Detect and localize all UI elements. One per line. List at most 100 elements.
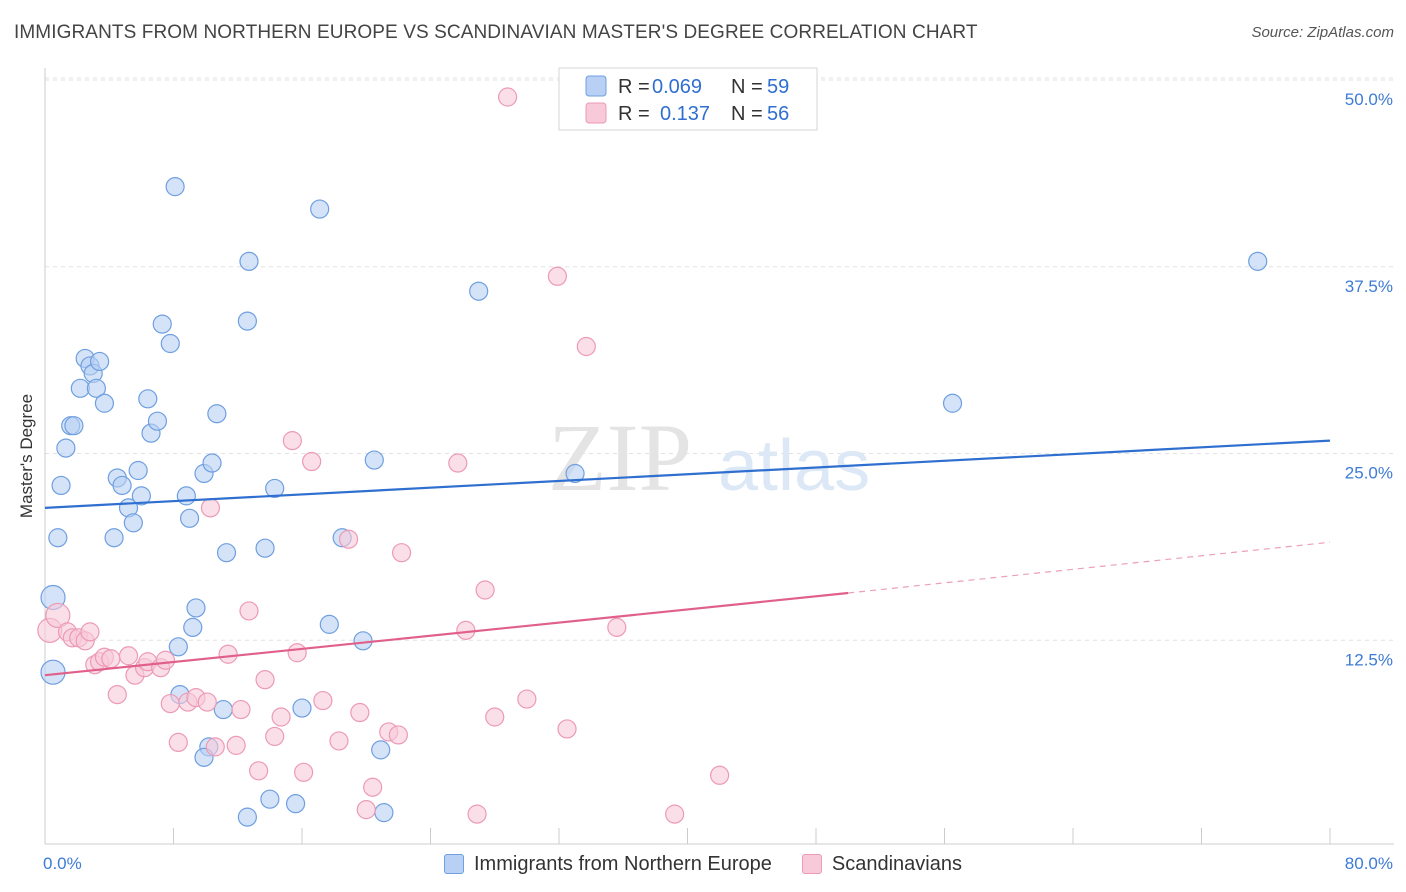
trend-lines: [44, 439, 1331, 677]
point-northern-europe-19: [128, 460, 148, 481]
point-northern-europe-3: [51, 475, 71, 496]
point-northern-europe-45: [237, 807, 257, 827]
legend-swatch-blue: [444, 854, 464, 874]
y-tick-label-0: 12.5%: [1345, 650, 1393, 669]
point-northern-europe-37: [213, 699, 233, 720]
point-northern-europe-2: [48, 528, 68, 548]
point-scandinavians-11: [107, 684, 127, 705]
legend-swatch-pink: [801, 854, 822, 874]
y-axis-label: Master's Degree: [17, 394, 36, 518]
legend-n-value-a: 59: [767, 76, 789, 98]
point-northern-europe-31: [168, 637, 188, 657]
point-scandinavians-26: [226, 735, 246, 755]
point-scandinavians-17: [155, 650, 176, 670]
point-scandinavians-1: [45, 602, 71, 629]
point-northern-europe-40: [239, 251, 259, 271]
point-northern-europe-13: [94, 393, 115, 413]
point-northern-europe-12: [86, 378, 107, 398]
point-scandinavians-33: [282, 431, 302, 451]
point-northern-europe-46: [285, 794, 306, 814]
trend-line-scandinavians: [44, 591, 849, 677]
point-northern-europe-43: [265, 478, 285, 499]
point-northern-europe-21: [138, 389, 158, 409]
point-northern-europe-35: [207, 404, 227, 424]
grid-lines: [45, 77, 1394, 641]
point-northern-europe-56: [942, 393, 963, 413]
point-northern-europe-36: [216, 543, 237, 563]
point-scandinavians-50: [485, 707, 505, 727]
point-northern-europe-24: [152, 314, 172, 334]
point-scandinavians-58: [710, 765, 730, 785]
point-scandinavians-35: [294, 762, 314, 782]
y-tick-labels: 12.5% 25.0% 37.5% 50.0%: [1345, 90, 1393, 669]
point-northern-europe-7: [70, 378, 90, 398]
point-northern-europe-26: [165, 177, 185, 197]
legend-r-label-a: R =: [618, 76, 650, 98]
point-scandinavians-46: [448, 453, 468, 473]
legend-r-value-a: 0.069: [652, 76, 702, 98]
legend-swatch-scandinavians: [585, 102, 607, 124]
point-scandinavians-30: [255, 670, 275, 690]
point-northern-europe-44: [260, 789, 280, 809]
chart-source: Source: ZipAtlas.com: [1251, 24, 1394, 41]
trend-line-northern-europe: [44, 439, 1331, 509]
point-scandinavians-18: [160, 693, 180, 714]
point-northern-europe-20: [131, 486, 151, 506]
point-northern-europe-51: [364, 450, 384, 470]
point-northern-europe-57: [1248, 251, 1268, 271]
point-scandinavians-38: [329, 731, 349, 751]
y-tick-label-1: 25.0%: [1345, 464, 1393, 483]
point-scandinavians-10: [101, 649, 121, 669]
legend-n-value-b: 56: [767, 103, 789, 125]
point-northern-europe-34: [202, 453, 222, 473]
point-scandinavians-54: [557, 719, 577, 739]
point-northern-europe-29: [183, 617, 203, 637]
point-scandinavians-41: [356, 800, 376, 820]
point-northern-europe-30: [186, 598, 206, 618]
y-tick-label-3: 50.0%: [1345, 90, 1393, 109]
point-scandinavians-57: [665, 804, 685, 824]
point-scandinavians-52: [517, 689, 537, 709]
point-scandinavians-36: [302, 451, 322, 472]
legend-label-scandinavians: Scandinavians: [831, 852, 962, 875]
point-northern-europe-15: [104, 528, 124, 548]
point-scandinavians-34: [287, 643, 307, 663]
point-northern-europe-16: [112, 475, 132, 496]
point-northern-europe-42: [255, 538, 275, 558]
point-scandinavians-37: [313, 690, 333, 711]
point-northern-europe-23: [147, 411, 168, 431]
point-northern-europe-0: [40, 659, 66, 685]
y-tick-label-2: 37.5%: [1345, 277, 1393, 296]
watermark: ZIP atlas: [548, 404, 870, 511]
point-scandinavians-39: [338, 529, 359, 549]
point-northern-europe-28: [179, 508, 200, 528]
point-scandinavians-44: [388, 725, 408, 745]
point-scandinavians-56: [607, 617, 627, 637]
point-northern-europe-47: [292, 698, 312, 718]
point-scandinavians-45: [391, 543, 412, 563]
point-northern-europe-6: [64, 416, 84, 436]
point-scandinavians-19: [168, 732, 188, 753]
x-tick-label-end: 80.0%: [1345, 854, 1393, 873]
legend-item-scandinavians: Scandinavians: [801, 852, 962, 876]
point-scandinavians-23: [197, 692, 217, 712]
series-scandinavians-points: [37, 87, 730, 824]
point-northern-europe-48: [310, 199, 330, 219]
point-scandinavians-48: [467, 804, 487, 824]
point-scandinavians-42: [363, 777, 383, 797]
chart-title: IMMIGRANTS FROM NORTHERN EUROPE VS SCAND…: [14, 22, 978, 43]
x-tick-labels: 0.0% 80.0%: [43, 854, 1393, 873]
legend-item-northern-europe: Immigrants from Northern Europe: [444, 853, 772, 876]
point-scandinavians-40: [350, 702, 370, 723]
point-scandinavians-51: [498, 87, 518, 107]
legend-n-label-b: N =: [731, 103, 763, 125]
point-northern-europe-25: [160, 333, 180, 354]
point-northern-europe-52: [371, 740, 391, 760]
point-northern-europe-55: [565, 463, 585, 484]
point-northern-europe-11: [90, 351, 110, 372]
point-northern-europe-27: [176, 486, 196, 506]
x-tick-label-start: 0.0%: [43, 854, 82, 873]
correlation-legend: R = 0.069 N = 59 R = 0.137 N = 56: [558, 67, 818, 131]
point-northern-europe-58: [353, 631, 373, 651]
